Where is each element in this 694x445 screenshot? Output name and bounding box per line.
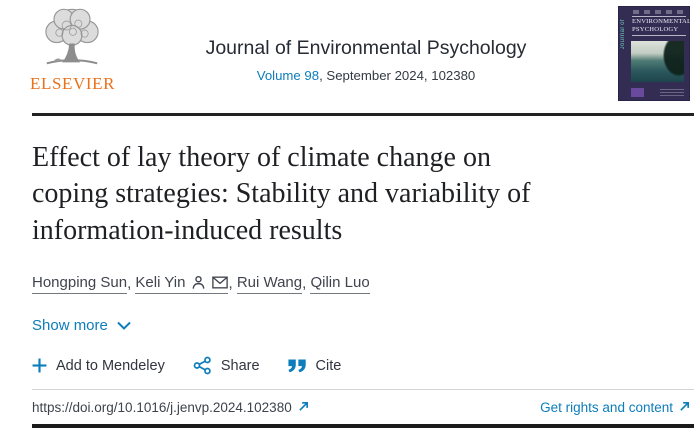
author-rui-wang[interactable]: Rui Wang (236, 274, 303, 295)
cover-header-fineprint (633, 10, 685, 14)
elsevier-tree-icon (30, 5, 114, 73)
article-content: Effect of lay theory of climate change o… (32, 140, 694, 424)
author-hongping-sun[interactable]: Hongping Sun (32, 274, 128, 295)
header-divider (32, 113, 694, 116)
cover-footer (631, 87, 684, 97)
chevron-down-icon (117, 317, 131, 334)
cover-rotated-label: Journal of (620, 19, 626, 50)
share-label: Share (220, 357, 260, 374)
person-icon (191, 275, 206, 290)
elsevier-wordmark: ELSEVIER (30, 74, 116, 93)
envelope-icon (212, 276, 229, 289)
author-qilin-luo[interactable]: Qilin Luo (310, 274, 370, 295)
doi-top-divider (32, 389, 694, 391)
cite-quote-icon (287, 359, 307, 373)
add-to-mendeley-button[interactable]: Add to Mendeley (32, 358, 165, 374)
external-link-icon (298, 400, 309, 415)
show-more-button[interactable]: Show more (32, 317, 131, 334)
add-to-mendeley-label: Add to Mendeley (56, 357, 165, 374)
cite-button[interactable]: Cite (287, 357, 342, 374)
doi-text: https://doi.org/10.1016/j.jenvp.2024.102… (32, 400, 292, 416)
article-title: Effect of lay theory of climate change o… (32, 142, 531, 246)
share-icon (193, 356, 212, 375)
journal-banner: Journal of Environmental Psychology Volu… (206, 37, 527, 83)
cite-label: Cite (315, 357, 342, 374)
elsevier-logo[interactable]: ELSEVIER (30, 5, 114, 94)
volume-link[interactable]: Volume 98 (256, 68, 320, 83)
volume-issue-line: Volume 98, September 2024, 102380 (206, 68, 527, 83)
journal-header: ELSEVIER Journal of Environmental Psycho… (0, 0, 694, 113)
section-bottom-divider (32, 424, 694, 429)
doi-link[interactable]: https://doi.org/10.1016/j.jenvp.2024.102… (32, 400, 309, 415)
get-rights-label: Get rights and content (540, 400, 673, 416)
cover-photo (631, 40, 684, 82)
author-keli-yin[interactable]: Keli Yin (135, 274, 229, 295)
cover-publisher-mark (631, 87, 644, 97)
get-rights-link[interactable]: Get rights and content (540, 400, 690, 415)
author-separator: , (228, 275, 237, 293)
author-separator: , (127, 275, 136, 293)
author-list: Hongping Sun, Keli Yin, Rui Wang, Qilin … (32, 274, 694, 295)
external-link-icon (679, 400, 690, 415)
show-more-label: Show more (32, 317, 108, 335)
cover-masthead: ENVIRONMENTAL PSYCHOLOGY (632, 16, 690, 36)
issue-info: , September 2024, 102380 (319, 68, 476, 83)
action-toolbar: Add to Mendeley Share Cite (32, 356, 694, 375)
share-button[interactable]: Share (193, 356, 260, 375)
journal-title-link[interactable]: Journal of Environmental Psychology (205, 37, 527, 59)
journal-cover-thumbnail[interactable]: Journal of ENVIRONMENTAL PSYCHOLOGY (618, 6, 690, 101)
author-separator: , (302, 275, 311, 293)
plus-icon (32, 358, 47, 373)
doi-row: https://doi.org/10.1016/j.jenvp.2024.102… (32, 390, 694, 424)
cover-footer-fineprint (660, 88, 684, 96)
